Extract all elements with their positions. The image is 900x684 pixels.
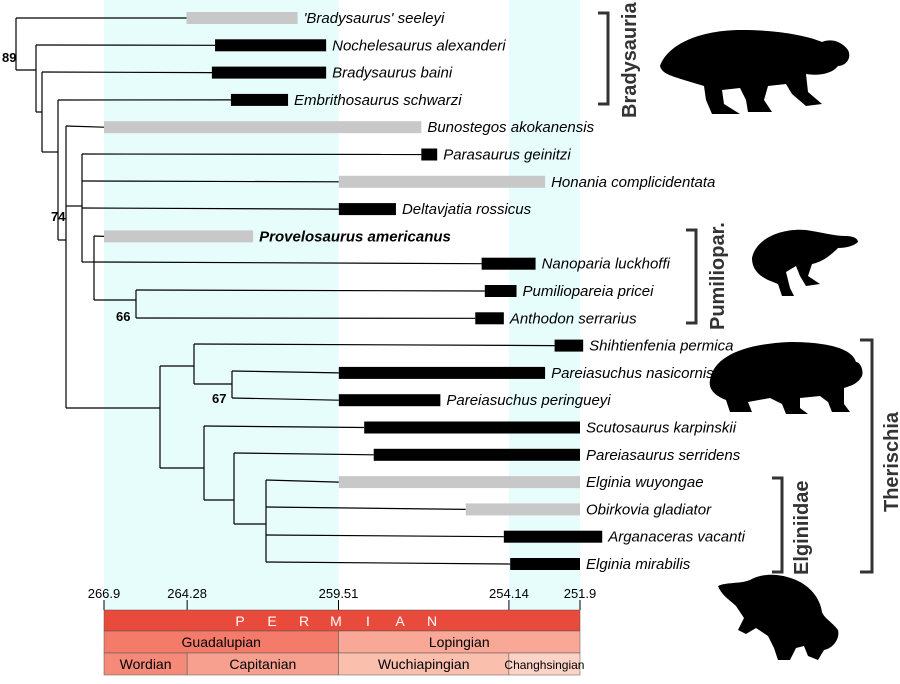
- stratigraphic-range-bar: [215, 39, 326, 51]
- ghost-lineage-bar: [104, 230, 253, 242]
- stage-label: Wuchiapingian: [378, 656, 470, 672]
- taxon-label: Pumiliopareia pricei: [523, 283, 655, 300]
- support-value: 67: [212, 391, 226, 406]
- taxon-label: Parasaurus geinitzi: [443, 147, 571, 164]
- stratigraphic-range-bar: [339, 203, 396, 215]
- period-letter: R: [299, 613, 309, 629]
- ghost-lineage-bar: [187, 12, 298, 24]
- time-tick-label: 266.9: [88, 586, 121, 601]
- elginia-silhouette: [718, 575, 838, 660]
- taxon-label: Nanoparia luckhoffi: [542, 256, 671, 273]
- clade-label-pumiliopareia: Pumiliopar.: [707, 222, 729, 330]
- taxon-label: Bunostegos akokanensis: [427, 119, 594, 136]
- epoch-label: Guadalupian: [182, 634, 261, 650]
- taxon-label: Arganaceras vacanti: [607, 529, 745, 546]
- taxon-label: Honania complicidentata: [551, 174, 715, 191]
- stratigraphic-range-bar: [374, 449, 580, 461]
- taxon-label: Elginia mirabilis: [586, 556, 691, 573]
- stage-label: Changhsingian: [504, 658, 584, 672]
- period-letter: M: [330, 613, 342, 629]
- time-tick-label: 259.51: [319, 586, 359, 601]
- taxon-label: Pareiasuchus peringueyi: [446, 392, 611, 409]
- period-letter: P: [235, 613, 244, 629]
- epoch-label: Lopingian: [429, 634, 490, 650]
- taxon-label: Shihtienfenia permica: [589, 338, 733, 355]
- stage-band: [104, 0, 187, 610]
- pumiliopareia-silhouette: [752, 230, 858, 296]
- support-value: 66: [116, 309, 130, 324]
- taxon-label: Embrithosaurus schwarzi: [294, 92, 462, 109]
- stratigraphic-range-bar: [482, 258, 536, 270]
- time-tick-label: 254.14: [489, 586, 529, 601]
- taxon-label: Nochelesaurus alexanderi: [332, 37, 506, 54]
- stratigraphic-range-bar: [475, 312, 504, 324]
- stratigraphic-range-bar: [212, 67, 326, 79]
- tree-branch: [82, 181, 339, 182]
- ghost-lineage-bar: [339, 176, 545, 188]
- taxon-label: Pareiasaurus serridens: [586, 447, 741, 464]
- clade-label-bradysauria: Bradysauria: [619, 2, 641, 118]
- stage-label: Capitanian: [229, 656, 296, 672]
- period-bar: [104, 610, 580, 631]
- stratigraphic-range-bar: [555, 340, 584, 352]
- clade-bracket-elginiidae: [772, 478, 782, 572]
- taxon-label: Elginia wuyongae: [586, 474, 704, 491]
- tree-branch: [82, 154, 421, 155]
- stratigraphic-range-bar: [485, 285, 517, 297]
- stratigraphic-range-bar: [339, 394, 441, 406]
- stage-label: Wordian: [120, 656, 172, 672]
- period-letter: N: [427, 613, 437, 629]
- stage-band: [509, 0, 580, 610]
- bradysaur-silhouette: [660, 30, 849, 114]
- taxon-label: Provelosaurus americanus: [259, 228, 451, 245]
- taxon-label: Anthodon serrarius: [509, 310, 637, 327]
- taxon-label: Scutosaurus karpinskii: [586, 420, 737, 437]
- stratigraphic-range-bar: [421, 149, 437, 161]
- stratigraphic-range-bar: [339, 367, 545, 379]
- support-value: 74: [51, 209, 66, 224]
- tree-branch: [66, 126, 104, 127]
- period-letter: E: [267, 613, 276, 629]
- clade-bracket-pumiliopareia: [686, 230, 696, 323]
- time-tick-label: 264.28: [167, 586, 207, 601]
- stratigraphic-range-bar: [231, 94, 288, 106]
- ghost-lineage-bar: [466, 503, 580, 515]
- taxon-label: Deltavjatia rossicus: [402, 201, 532, 218]
- stratigraphic-range-bar: [504, 531, 602, 543]
- taxon-label: Bradysaurus baini: [332, 65, 453, 82]
- ghost-lineage-bar: [104, 121, 421, 133]
- ghost-lineage-bar: [339, 476, 580, 488]
- support-value: 89: [2, 50, 16, 65]
- tree-branch: [42, 72, 212, 73]
- stratigraphic-range-bar: [510, 558, 580, 570]
- clade-label-elginiidae: Elginiidae: [791, 481, 813, 575]
- taxon-label: Pareiasuchus nasicornis: [551, 365, 714, 382]
- taxon-label: 'Bradysaurus' seeleyi: [304, 10, 445, 27]
- clade-label-therischia: Therischia: [881, 411, 900, 512]
- clade-bracket-bradysauria: [598, 13, 608, 104]
- period-letter: A: [395, 613, 405, 629]
- period-letter: I: [366, 613, 370, 629]
- time-tick-label: 251.9: [564, 586, 597, 601]
- taxon-label: Obirkovia gladiator: [586, 501, 712, 518]
- stratigraphic-range-bar: [364, 422, 580, 434]
